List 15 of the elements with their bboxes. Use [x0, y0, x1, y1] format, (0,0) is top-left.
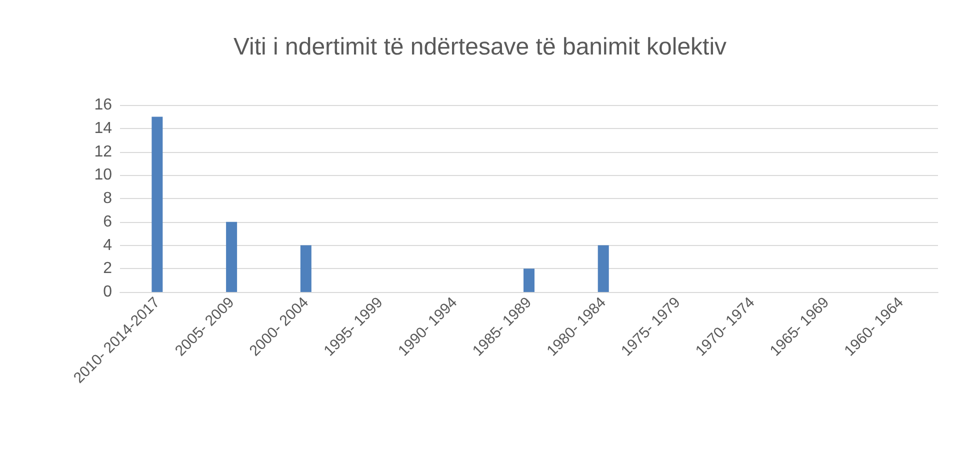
- y-tick-label: 6: [103, 213, 112, 230]
- y-tick-label: 0: [103, 284, 112, 300]
- y-tick-label: 8: [103, 190, 112, 207]
- bar: [598, 245, 609, 292]
- bar: [226, 222, 238, 292]
- y-tick-label: 2: [103, 260, 112, 278]
- y-tick-label: 10: [94, 166, 112, 184]
- bar: [524, 268, 534, 292]
- y-tick-label: 14: [94, 120, 112, 137]
- chart-title: Viti i ndertimit të ndërtesave të banimit kolektiv: [233, 34, 727, 60]
- y-tick-label: 12: [94, 143, 112, 160]
- y-tick-label: 16: [94, 96, 112, 114]
- bar: [300, 245, 312, 292]
- bar: [152, 116, 163, 292]
- y-tick-label: 4: [103, 236, 112, 254]
